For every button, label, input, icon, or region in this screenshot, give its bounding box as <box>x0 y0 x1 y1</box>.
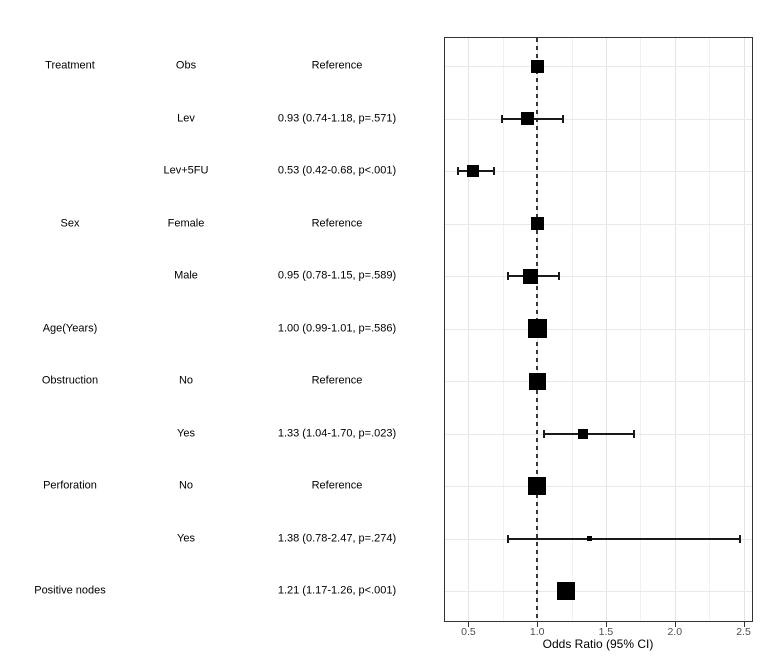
ci-cap-left <box>506 272 509 280</box>
level-label: No <box>178 479 194 492</box>
grid-line-horizontal <box>445 486 752 487</box>
or-marker <box>530 59 544 73</box>
or-marker <box>557 582 576 600</box>
x-tick-mark <box>537 622 539 627</box>
estimate-label: 0.95 (0.78-1.15, p=.589) <box>277 269 397 282</box>
x-tick-mark <box>743 622 745 627</box>
group-label: Treatment <box>45 59 95 72</box>
ci-cap-right <box>493 167 496 175</box>
grid-line-horizontal <box>445 276 752 277</box>
or-marker <box>577 428 588 439</box>
ci-cap-right <box>557 272 560 280</box>
group-label: Perforation <box>43 479 97 492</box>
or-marker <box>586 536 592 541</box>
or-marker <box>528 477 547 495</box>
x-tick-mark <box>468 622 470 627</box>
ci-cap-left <box>542 429 545 438</box>
level-label: Male <box>174 269 198 282</box>
ci-line <box>506 537 740 540</box>
level-label: Yes <box>177 532 195 544</box>
grid-line-horizontal <box>445 328 752 330</box>
grid-line-horizontal <box>445 171 752 172</box>
ci-line <box>542 432 634 435</box>
grid-line-horizontal <box>445 118 752 120</box>
ci-cap-right <box>633 429 636 438</box>
grid-line-vertical-major <box>743 38 745 621</box>
grid-line-vertical-major <box>605 38 607 621</box>
x-tick-label: 1.5 <box>598 626 614 638</box>
grid-line-vertical-minor <box>502 38 504 621</box>
x-tick-label: 2.5 <box>736 626 751 638</box>
ci-cap-right <box>561 114 564 123</box>
grid-line-vertical-major <box>674 38 676 621</box>
estimate-label: Reference <box>311 479 363 492</box>
x-axis-title: Odds Ratio (95% CI) <box>542 637 654 651</box>
or-marker <box>530 217 544 230</box>
x-tick-label: 2.0 <box>667 626 683 638</box>
grid-line-horizontal <box>445 66 752 67</box>
group-label: Obstruction <box>41 374 99 387</box>
ci-cap-left <box>501 114 504 123</box>
level-label: No <box>178 374 194 387</box>
group-label: Sex <box>60 217 80 229</box>
estimate-label: Reference <box>311 374 363 387</box>
ci-cap-right <box>739 534 742 543</box>
level-label: Yes <box>177 427 195 439</box>
grid-line-horizontal <box>445 591 752 592</box>
level-label: Obs <box>175 59 197 72</box>
estimate-label: 1.38 (0.78-2.47, p=.274) <box>277 532 397 544</box>
estimate-label: 1.00 (0.99-1.01, p=.586) <box>277 322 397 334</box>
level-label: Lev <box>177 112 195 124</box>
estimate-label: Reference <box>311 59 363 72</box>
grid-line-horizontal <box>445 381 752 382</box>
estimate-label: 0.53 (0.42-0.68, p<.001) <box>277 164 397 177</box>
ci-cap-left <box>506 534 509 543</box>
estimate-label: 0.93 (0.74-1.18, p=.571) <box>277 112 397 124</box>
estimate-label: 1.33 (1.04-1.70, p=.023) <box>277 427 397 439</box>
grid-line-horizontal <box>445 223 752 225</box>
plot-panel <box>444 37 753 622</box>
or-marker <box>527 319 547 338</box>
estimate-label: Reference <box>311 217 363 229</box>
or-marker <box>522 268 538 284</box>
group-label: Age(Years) <box>42 322 98 334</box>
grid-line-vertical-minor <box>709 38 711 621</box>
level-label: Female <box>167 217 205 229</box>
ci-cap-left <box>457 167 460 175</box>
or-marker <box>528 372 546 390</box>
x-tick-label: 0.5 <box>461 626 476 638</box>
group-label: Positive nodes <box>34 584 106 597</box>
or-marker <box>466 165 479 177</box>
level-label: Lev+5FU <box>163 164 209 177</box>
estimate-label: 1.21 (1.17-1.26, p<.001) <box>277 584 397 597</box>
x-tick-label: 1.0 <box>529 626 545 638</box>
grid-line-vertical-minor <box>571 38 573 621</box>
grid-line-vertical-major <box>468 38 470 621</box>
or-marker <box>521 112 535 125</box>
grid-line-vertical-minor <box>640 38 642 621</box>
x-tick-mark <box>605 622 607 627</box>
x-tick-mark <box>674 622 676 627</box>
